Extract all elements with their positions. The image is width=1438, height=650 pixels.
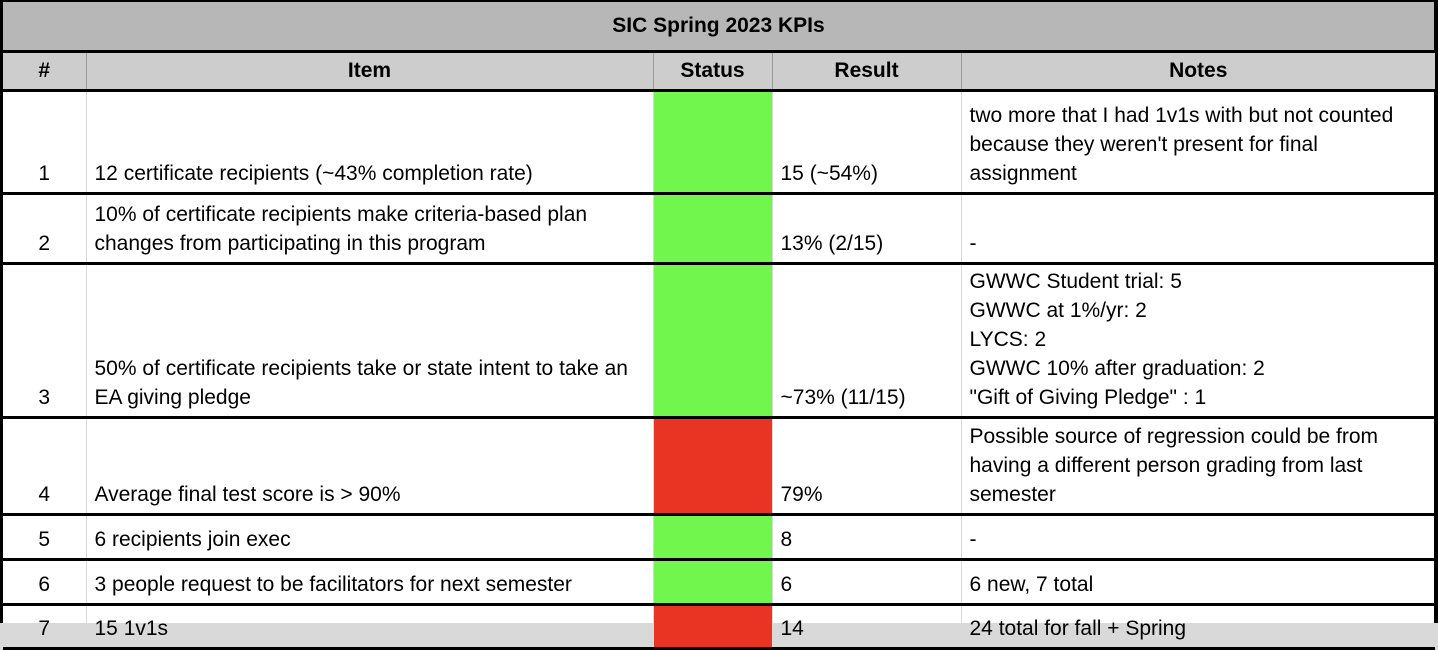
column-header-notes[interactable]: Notes <box>960 53 1435 92</box>
column-header-item[interactable]: Item <box>85 53 653 92</box>
status-cell[interactable] <box>652 604 772 650</box>
status-cell[interactable] <box>652 263 772 419</box>
item-cell[interactable]: 15 1v1s <box>85 604 653 650</box>
row-number-cell[interactable]: 3 <box>3 263 86 419</box>
status-cell[interactable] <box>652 90 772 195</box>
kpi-table: # Item Status Result Notes 1 12 certific… <box>3 53 1435 650</box>
status-cell[interactable] <box>652 559 772 606</box>
table-title-cell[interactable]: SIC Spring 2023 KPIs <box>3 2 1434 53</box>
table-row: 2 10% of certificate recipients make cri… <box>3 193 1435 265</box>
item-cell[interactable]: 10% of certificate recipients make crite… <box>85 193 653 265</box>
table-row: 1 12 certificate recipients (~43% comple… <box>3 90 1435 195</box>
column-header-result[interactable]: Result <box>771 53 961 92</box>
table-row: 6 3 people request to be facilitators fo… <box>3 559 1435 606</box>
item-cell[interactable]: 50% of certificate recipients take or st… <box>85 263 653 419</box>
item-cell[interactable]: 12 certificate recipients (~43% completi… <box>85 90 653 195</box>
notes-cell[interactable]: 6 new, 7 total <box>960 559 1435 606</box>
row-number-cell[interactable]: 4 <box>3 417 86 516</box>
item-cell[interactable]: 6 recipients join exec <box>85 514 653 561</box>
row-number-cell[interactable]: 6 <box>3 559 86 606</box>
column-header-status[interactable]: Status <box>652 53 772 92</box>
notes-cell[interactable]: GWWC Student trial: 5 GWWC at 1%/yr: 2 L… <box>960 263 1435 419</box>
result-cell[interactable]: 14 <box>771 604 961 650</box>
row-number-cell[interactable]: 1 <box>3 90 86 195</box>
notes-cell[interactable]: - <box>960 193 1435 265</box>
table-row: 4 Average final test score is > 90% 79% … <box>3 417 1435 516</box>
item-cell[interactable]: Average final test score is > 90% <box>85 417 653 516</box>
table-row: 7 15 1v1s 14 24 total for fall + Spring <box>3 604 1435 650</box>
result-cell[interactable]: 13% (2/15) <box>771 193 961 265</box>
notes-cell[interactable]: two more that I had 1v1s with but not co… <box>960 90 1435 195</box>
result-cell[interactable]: 6 <box>771 559 961 606</box>
row-number-cell[interactable]: 2 <box>3 193 86 265</box>
column-header-num[interactable]: # <box>3 53 86 92</box>
result-cell[interactable]: 15 (~54%) <box>771 90 961 195</box>
table-row: 5 6 recipients join exec 8 - <box>3 514 1435 561</box>
result-cell[interactable]: 79% <box>771 417 961 516</box>
notes-cell[interactable]: - <box>960 514 1435 561</box>
table-row: 3 50% of certificate recipients take or … <box>3 263 1435 419</box>
item-cell[interactable]: 3 people request to be facilitators for … <box>85 559 653 606</box>
notes-cell[interactable]: Possible source of regression could be f… <box>960 417 1435 516</box>
result-cell[interactable]: 8 <box>771 514 961 561</box>
row-number-cell[interactable]: 7 <box>3 604 86 650</box>
status-cell[interactable] <box>652 193 772 265</box>
status-cell[interactable] <box>652 514 772 561</box>
row-number-cell[interactable]: 5 <box>3 514 86 561</box>
notes-cell[interactable]: 24 total for fall + Spring <box>960 604 1435 650</box>
status-cell[interactable] <box>652 417 772 516</box>
header-row: # Item Status Result Notes <box>3 53 1435 92</box>
result-cell[interactable]: ~73% (11/15) <box>771 263 961 419</box>
